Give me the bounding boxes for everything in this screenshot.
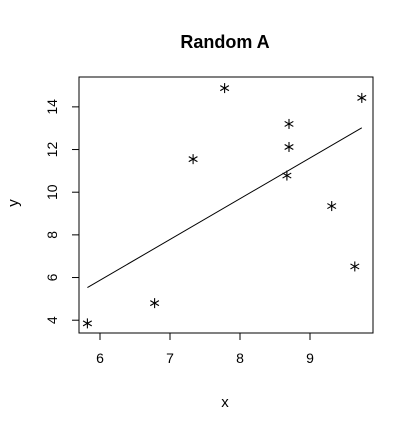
data-point xyxy=(284,141,294,152)
y-tick-label: 6 xyxy=(44,273,60,281)
data-point xyxy=(357,92,367,103)
x-tick-label: 6 xyxy=(96,350,104,366)
data-point xyxy=(350,261,360,272)
y-tick-label: 12 xyxy=(44,142,60,158)
data-point xyxy=(82,318,93,329)
chart-title: Random A xyxy=(180,32,269,52)
data-point xyxy=(284,118,294,129)
y-tick-label: 4 xyxy=(44,316,60,324)
data-point xyxy=(282,170,292,181)
x-tick-label: 8 xyxy=(236,350,244,366)
y-tick-label: 10 xyxy=(44,184,60,200)
regression-line xyxy=(87,127,363,288)
fit-line-layer xyxy=(87,127,363,288)
y-axis-label: y xyxy=(5,199,22,207)
data-point xyxy=(327,201,337,212)
y-tick-label: 14 xyxy=(44,99,60,115)
x-tick-label: 7 xyxy=(166,350,174,366)
points-layer xyxy=(82,83,367,329)
data-point xyxy=(188,154,198,165)
x-axis: 6 7 8 9 xyxy=(96,332,314,366)
y-axis: 4 6 8 10 12 14 xyxy=(44,99,80,324)
y-tick-label: 8 xyxy=(44,231,60,239)
x-axis-label: x xyxy=(221,394,229,411)
data-point xyxy=(219,83,230,94)
data-point xyxy=(149,298,160,309)
x-tick-label: 9 xyxy=(306,350,314,366)
